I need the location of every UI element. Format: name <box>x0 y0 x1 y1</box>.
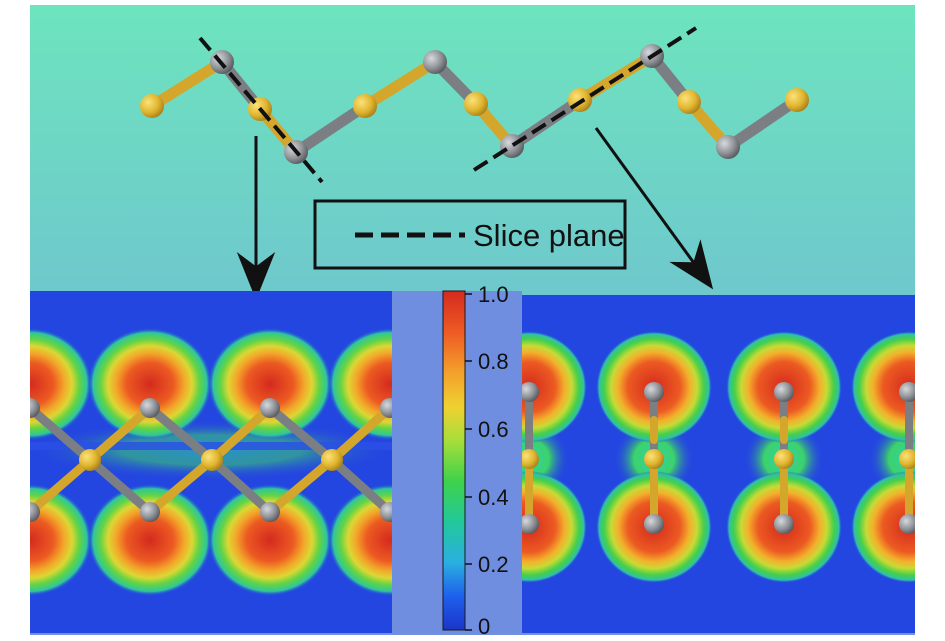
colorbar-tick-label: 0.6 <box>478 417 509 442</box>
sulfur-atom <box>140 94 164 118</box>
sulfur-atom <box>464 92 488 116</box>
slice-plane-line-left <box>198 36 324 184</box>
slice-plane-line-right <box>472 26 698 172</box>
metal-atom <box>716 135 740 159</box>
legend: Slice plane <box>313 199 627 270</box>
sulfur-atom <box>785 88 809 112</box>
colorbar-tick-label: 0.4 <box>478 485 509 510</box>
colorbar-tick-label: 0.2 <box>478 552 509 577</box>
sulfur-atom <box>353 94 377 118</box>
legend-box <box>313 199 627 270</box>
colorbar-tick-label: 1.0 <box>478 282 509 307</box>
metal-atom <box>423 50 447 74</box>
legend-label: Slice plane <box>473 218 625 253</box>
elf-panel-right <box>522 295 915 633</box>
arrow-right <box>594 127 714 290</box>
sulfur-atom <box>677 90 701 114</box>
colorbar-tick-label: 0.8 <box>478 349 509 374</box>
colorbar-tick-label: 0 <box>478 614 490 639</box>
metal-atom <box>500 134 524 158</box>
colorbar-ticks <box>465 293 472 631</box>
colorbar <box>442 290 466 631</box>
elf-panel-left <box>30 291 392 633</box>
